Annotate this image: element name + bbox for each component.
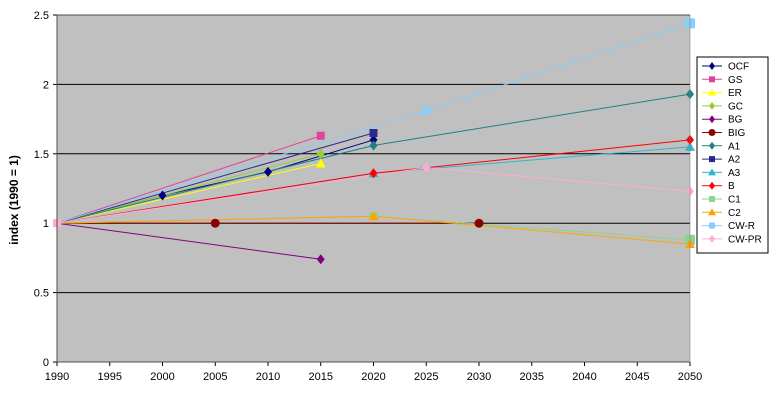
legend-marker-big [708,129,716,136]
data-point-cw-pr [422,162,431,173]
x-tick-labels: 1990 1995 2000 2005 2010 2015 2020 2025 2030 2035… [45,371,702,383]
legend-label-gs: GS [728,75,743,86]
legend-marker-bg [709,115,715,124]
y-tick-label: 1 [43,218,49,230]
y-tick-labels: 0 0.5 1 1.5 2 2.5 [34,10,49,369]
legend-label-gc: GC [728,101,743,112]
data-point-b [369,168,378,179]
data-point-a1 [369,140,378,151]
data-point-c2 [368,211,379,221]
x-tick-label: 2045 [625,371,649,383]
legend-label-a2: A2 [728,155,741,166]
series-line-gs [56,135,321,224]
legend-marker-c1 [709,196,715,202]
legend-label-cw-r: CW-R [728,221,755,232]
data-point-ocf [369,134,378,145]
y-tick-label: 2 [43,79,49,91]
plot-area [57,15,690,362]
x-tick-label: 2020 [361,371,385,383]
x-tick-label: 2050 [678,371,702,383]
legend-marker-a1 [709,141,715,150]
x-tick-label: 2040 [572,371,596,383]
data-point-ocf [264,166,272,177]
x-tick-label: 2025 [414,371,438,383]
legend-label-a1: A1 [728,141,741,152]
series-line-gc [56,153,321,224]
legend-marker-cw-pr [709,234,715,243]
data-point-ocf [158,190,167,201]
x-tick-label: 1995 [98,371,122,383]
legend-marker-a3 [708,168,716,176]
legend-label-cw-pr: CW-PR [728,234,762,245]
y-tick-label: 1.5 [34,149,49,161]
y-tick-label: 0 [43,357,49,369]
x-tick-label: 2000 [150,371,174,383]
y-tick-label: 2.5 [34,10,49,22]
legend-marker-cw-r [709,222,715,229]
series-line-a2 [56,132,374,224]
series-line-bg [56,222,321,260]
legend-marker-a2 [709,156,715,163]
legend-label-a3: A3 [728,168,741,179]
axes [56,14,691,363]
x-tick-label: 2035 [520,371,544,383]
x-tick-label: 2010 [256,371,280,383]
x-tick-label: 2030 [467,371,491,383]
legend-label-b: B [728,181,735,192]
data-point-cw-r [422,106,431,115]
legend-marker-b [709,181,715,190]
legend-box [696,56,769,254]
x-tick-label: 1990 [45,371,69,383]
data-point-gc [316,148,325,159]
legend-label-ocf: OCF [728,62,749,73]
legend-label-big: BIG [728,128,745,139]
data-point-bg [316,254,325,265]
y-axis-label: index (1990 = 1) [7,155,21,245]
legend-label-bg: BG [728,115,743,126]
legend-marker-c2 [708,208,716,216]
legend-marker-gc [709,101,715,110]
plot-border [56,14,691,363]
legend: OCF GS ER GC BG BIG A1 A2 A3 B C1 C2 CW-R CW-PR [696,56,769,254]
legend-marker-ocf [709,62,715,70]
data-point-er [315,158,326,168]
legend-label-c1: C1 [728,195,741,206]
series-line-er [56,163,321,224]
legend-label-er: ER [728,88,742,99]
data-point-big [474,218,484,228]
data-point-a2 [369,128,378,137]
data-point-gs [316,131,325,140]
data-point-big [210,218,220,228]
x-tick-label: 2005 [203,371,227,383]
legend-label-c2: C2 [728,208,741,219]
legend-marker-er [708,88,716,96]
y-tick-label: 0.5 [34,288,49,300]
legend-marker-gs [709,76,715,83]
x-tick-label: 2015 [309,371,333,383]
